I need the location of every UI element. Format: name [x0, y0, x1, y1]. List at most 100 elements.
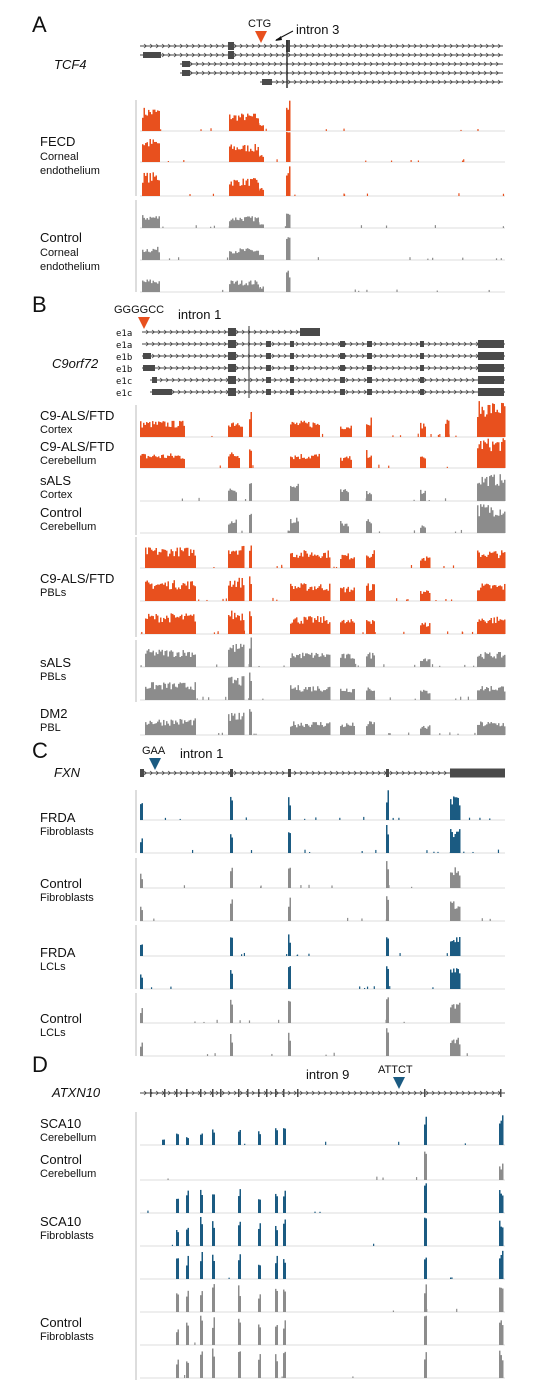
coverage-bar: [242, 114, 244, 131]
coverage-bar: [378, 464, 380, 468]
coverage-bar: [297, 586, 299, 601]
coverage-bar: [239, 1322, 241, 1345]
strand-arrow-icon: [485, 52, 490, 58]
coverage-bar: [169, 553, 171, 568]
coverage-bar: [182, 583, 184, 601]
coverage-bar: [369, 557, 371, 568]
group-condition: Control: [40, 1152, 82, 1167]
coverage-bar: [200, 129, 202, 131]
coverage-bar: [238, 550, 240, 568]
coverage-bar: [262, 193, 264, 196]
coverage-bar: [297, 456, 299, 468]
coverage-bar: [214, 1053, 216, 1056]
strand-arrow-icon: [357, 61, 362, 67]
coverage-bar: [164, 725, 166, 735]
strand-arrow-icon: [311, 770, 316, 776]
strand-arrow-icon: [449, 52, 454, 58]
strand-arrow-icon: [399, 389, 404, 395]
strand-arrow-icon: [245, 770, 250, 776]
strand-arrow-icon: [189, 61, 194, 67]
coverage-bar: [140, 804, 142, 820]
repeat-marker-icon: [255, 31, 267, 43]
coverage-bar: [309, 727, 311, 735]
strand-arrow-icon: [143, 43, 148, 49]
coverage-bar: [344, 489, 346, 501]
coverage-bar: [177, 1232, 179, 1246]
coverage-bar: [158, 622, 160, 634]
coverage-bar: [306, 590, 308, 601]
strand-arrow-icon: [447, 70, 452, 76]
coverage-bar: [245, 248, 247, 260]
coverage-bar: [231, 423, 233, 437]
coverage-bar: [234, 522, 236, 533]
coverage-bar: [148, 251, 150, 260]
strand-arrow-icon: [375, 61, 380, 67]
coverage-bar: [259, 125, 261, 131]
coverage-bar: [141, 944, 143, 956]
strand-arrow-icon: [359, 79, 364, 85]
coverage-bar: [478, 619, 480, 634]
coverage-bar: [493, 516, 495, 533]
strand-arrow-icon: [349, 365, 354, 371]
strand-arrow-icon: [375, 389, 380, 395]
coverage-bar: [352, 658, 354, 667]
coverage-bar: [170, 689, 172, 700]
coverage-bar: [177, 1258, 179, 1279]
gene-model: [140, 40, 503, 88]
strand-arrow-icon: [485, 79, 490, 85]
coverage-bar: [212, 1254, 214, 1279]
coverage-bar: [427, 258, 429, 260]
coverage-bar: [287, 109, 289, 131]
coverage-bar: [487, 722, 489, 735]
coverage-bar: [193, 720, 195, 735]
coverage-bar: [343, 429, 345, 437]
coverage-bar: [235, 217, 237, 228]
coverage-bar: [245, 216, 247, 228]
coverage-bar: [276, 1230, 278, 1246]
strand-arrow-icon: [299, 52, 304, 58]
coverage-bar: [369, 457, 371, 468]
coverage-bar: [309, 587, 311, 601]
coverage-bar: [487, 404, 489, 437]
coverage-bar: [499, 1166, 501, 1180]
coverage-bar: [501, 480, 503, 501]
strand-arrow-icon: [245, 43, 250, 49]
coverage-bar: [499, 474, 501, 501]
strand-arrow-icon: [301, 353, 306, 359]
group-tissue: PBLs: [40, 671, 67, 683]
strand-arrow-icon: [193, 329, 198, 335]
coverage-bar: [181, 683, 183, 700]
strand-arrow-icon: [191, 52, 196, 58]
coverage-bar: [244, 251, 246, 260]
coverage-bar: [451, 1004, 453, 1023]
coverage-bar: [289, 942, 291, 956]
coverage-bar: [141, 838, 143, 853]
coverage-bar: [312, 686, 314, 700]
coverage-bar: [450, 1054, 452, 1056]
strand-arrow-icon: [429, 70, 434, 76]
coverage-bar: [176, 1332, 178, 1345]
coverage-bar: [366, 726, 368, 735]
coverage-bar: [309, 458, 311, 468]
coverage-bar: [236, 180, 238, 196]
strand-arrow-icon: [361, 353, 366, 359]
coverage-bar: [289, 1040, 291, 1056]
coverage-bar: [449, 732, 451, 735]
coverage-bar: [303, 727, 305, 735]
coverage-bar: [187, 547, 189, 568]
coverage-bar: [258, 1264, 260, 1279]
coverage-bar: [478, 516, 480, 533]
strand-arrow-icon: [179, 770, 184, 776]
coverage-bar: [309, 654, 311, 667]
coverage-bar: [355, 663, 357, 667]
group-condition: sALS: [40, 473, 71, 488]
coverage-bar: [502, 1288, 504, 1312]
coverage-bar: [504, 654, 506, 667]
coverage-bar: [293, 557, 295, 568]
coverage-bar: [496, 725, 498, 735]
coverage-bar: [495, 723, 497, 735]
coverage-bar: [490, 475, 492, 501]
coverage-bar: [241, 676, 243, 700]
coverage-bar: [151, 114, 153, 131]
strand-arrow-icon: [455, 52, 460, 58]
